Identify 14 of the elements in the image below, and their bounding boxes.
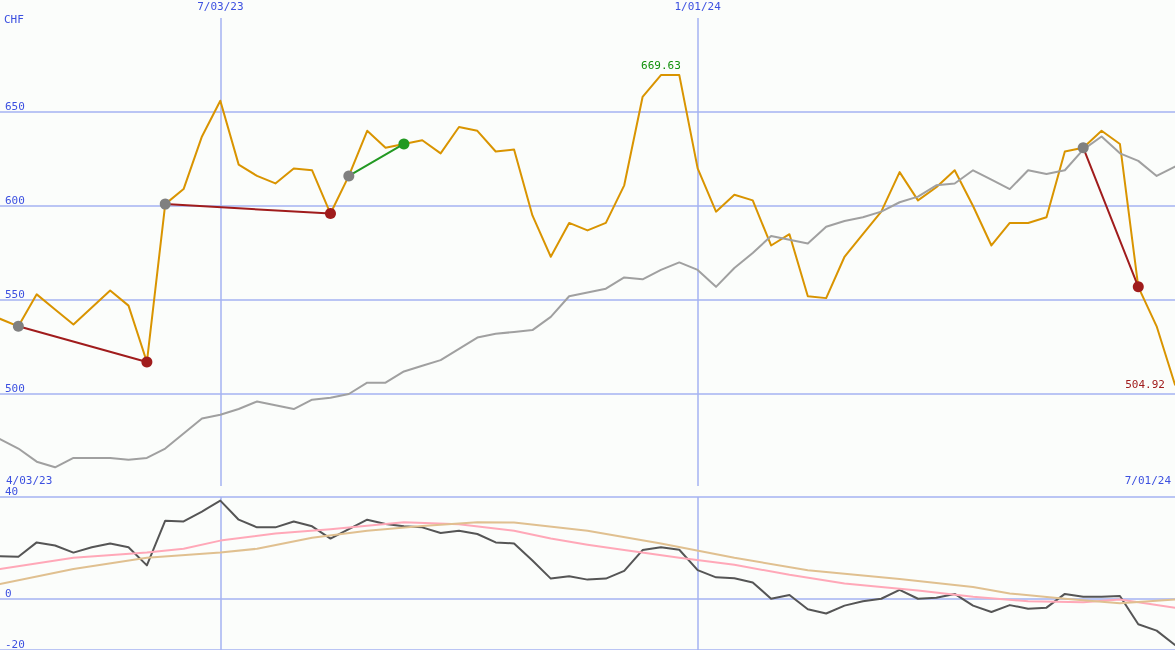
y-tick-label: 550 <box>5 288 25 301</box>
y-tick-label: 0 <box>5 587 12 600</box>
annotation: 669.63 <box>641 59 681 73</box>
y-tick-label: 500 <box>5 382 25 395</box>
annotation: 7/01/24 <box>1124 474 1172 487</box>
y-tick-label: 650 <box>5 100 25 113</box>
x-tick-label: 1/01/24 <box>674 0 722 13</box>
y-axis-title: CHF <box>4 13 24 26</box>
x-tick-label: 7/03/23 <box>197 0 244 13</box>
y-tick-label: 40 <box>5 485 19 498</box>
y-tick-label: 600 <box>5 194 25 207</box>
annotation: 4/03/23 <box>6 474 53 487</box>
y-tick-label: -20 <box>5 638 25 650</box>
annotation: 504.92 <box>1125 378 1165 392</box>
